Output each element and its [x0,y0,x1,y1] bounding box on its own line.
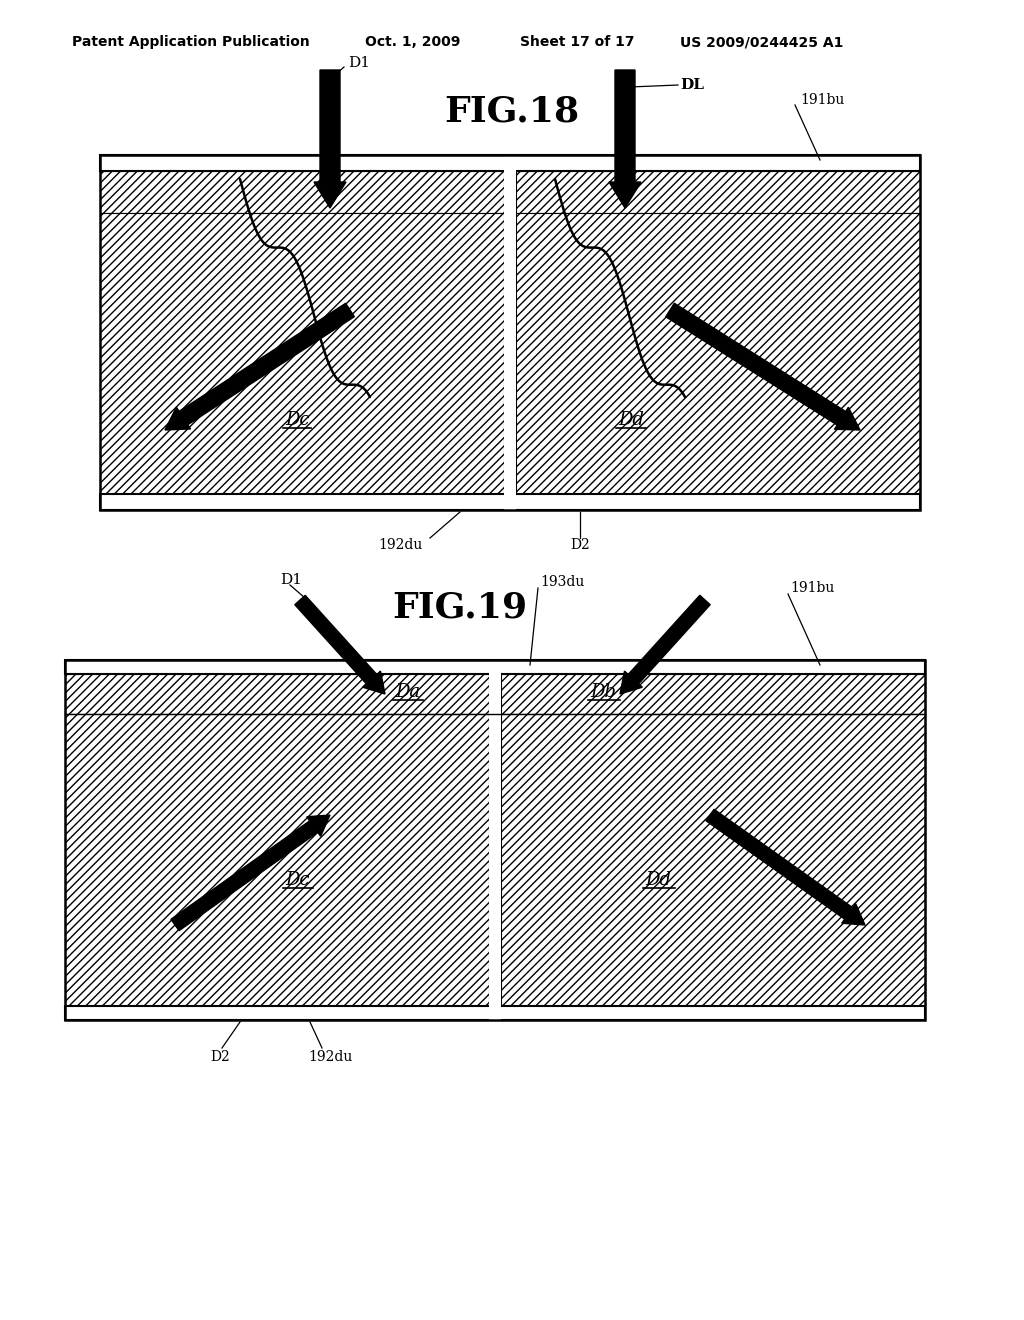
Bar [516,213,920,494]
Text: 191bu: 191bu [790,581,835,595]
Bar [100,213,504,494]
FancyArrow shape [295,595,385,694]
Text: US 2009/0244425 A1: US 2009/0244425 A1 [680,36,844,49]
FancyArrow shape [666,304,860,430]
Text: Dd: Dd [618,411,644,429]
Text: 192du: 192du [378,539,422,552]
Text: Db: Db [590,682,615,701]
Text: D1: D1 [348,55,370,70]
Text: Dd: Dd [645,871,671,888]
Text: Patent Application Publication: Patent Application Publication [72,36,309,49]
Text: 191bu: 191bu [800,92,845,107]
FancyArrow shape [171,814,330,931]
Text: Da: Da [395,682,420,701]
Bar [100,154,920,172]
Bar [100,494,920,510]
Bar [65,660,925,675]
Text: 193du: 193du [540,576,585,589]
Bar [504,154,516,510]
Bar [65,660,925,1020]
Bar [501,714,925,1006]
Bar [516,172,920,213]
FancyArrow shape [314,70,346,209]
FancyArrow shape [706,809,865,925]
Text: Oct. 1, 2009: Oct. 1, 2009 [365,36,461,49]
FancyArrow shape [620,595,711,694]
Text: FIG.19: FIG.19 [392,590,527,624]
Text: D2: D2 [570,539,590,552]
Text: D2: D2 [210,1049,229,1064]
Bar [65,714,489,1006]
FancyArrow shape [165,304,354,430]
Bar [501,675,925,714]
Text: Sheet 17 of 17: Sheet 17 of 17 [520,36,635,49]
FancyArrow shape [609,70,641,209]
Text: DL: DL [680,78,705,92]
Text: Dc: Dc [285,871,309,888]
Bar [489,660,501,1020]
Text: Dc: Dc [285,411,309,429]
Text: D1: D1 [280,573,302,587]
Bar [100,172,504,213]
Bar [65,1006,925,1020]
Text: 192du: 192du [308,1049,352,1064]
Bar [65,675,489,714]
Bar [100,154,920,510]
Text: FIG.18: FIG.18 [444,95,580,129]
